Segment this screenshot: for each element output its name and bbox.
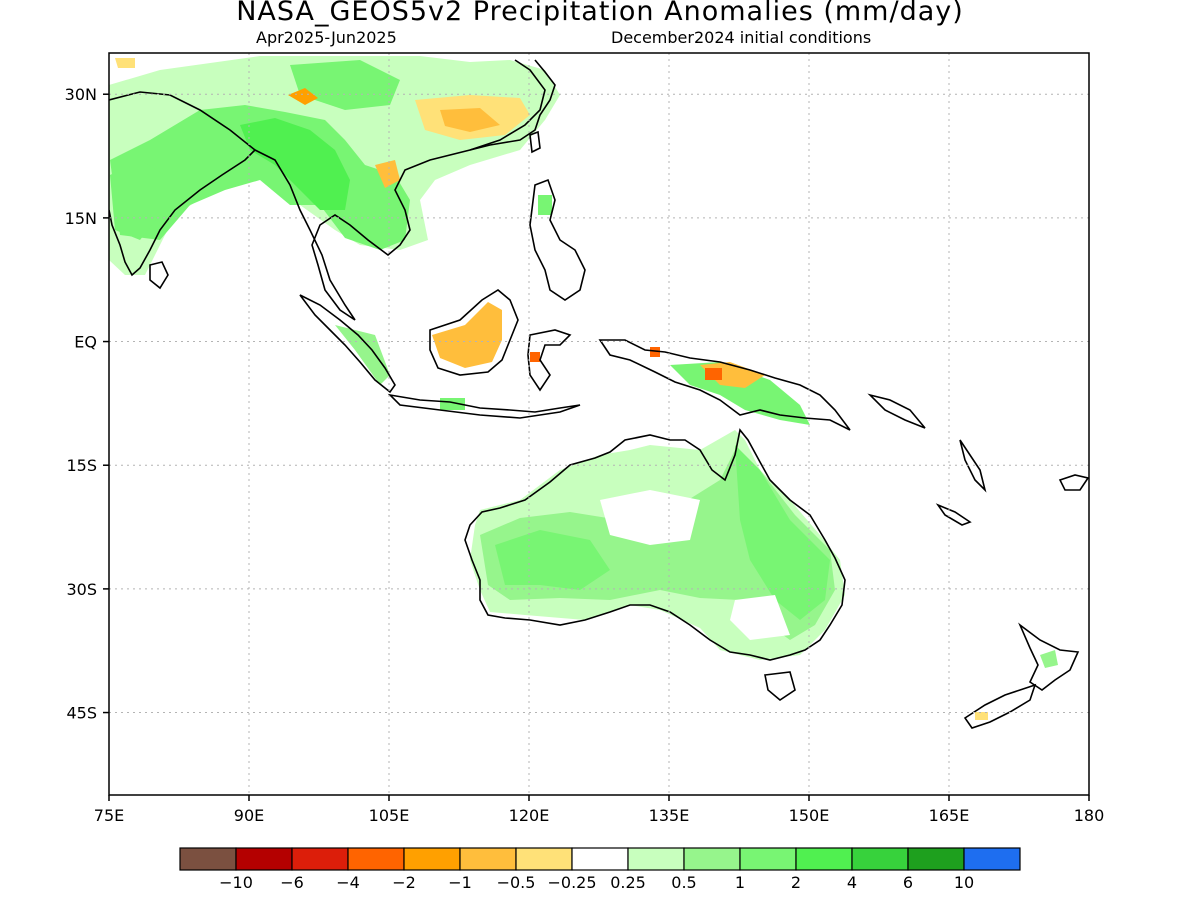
anomaly-australia-dry-patch-2	[730, 595, 790, 640]
nz-north-coast	[1018, 622, 1080, 691]
coastlines	[109, 59, 1089, 729]
graticule	[109, 53, 1089, 795]
axis-ticks	[103, 93, 1090, 801]
india-coast	[109, 91, 257, 277]
lon-tick-label: 120E	[509, 806, 550, 825]
lat-tick-label: 30S	[66, 580, 97, 599]
anomaly-china-dry-core	[440, 108, 500, 132]
lon-tick-label: 75E	[94, 806, 124, 825]
china-coast	[469, 59, 556, 151]
colorbar-label: 6	[903, 873, 913, 892]
lat-tick-label: 15N	[65, 209, 97, 228]
colorbar-label: −0.25	[547, 873, 596, 892]
anomaly-sumatra-green	[335, 325, 390, 385]
colorbar-swatch	[291, 847, 349, 871]
map-frame	[108, 52, 1090, 796]
anomaly-nz-green	[1040, 650, 1058, 668]
anomaly-india-green	[110, 160, 165, 240]
colorbar-swatch	[739, 847, 797, 871]
colorbar-swatch	[459, 847, 517, 871]
anomaly-asia-green	[240, 118, 350, 210]
colorbar-label: −1	[448, 873, 472, 892]
anomaly-bird-head-dry	[650, 347, 660, 357]
java-coast	[387, 393, 581, 419]
colorbar-label: −2	[392, 873, 416, 892]
australia-coast	[464, 428, 846, 661]
colorbar-swatch	[347, 847, 405, 871]
colorbar-label: 0.25	[610, 873, 646, 892]
map-title: NASA_GEOS5v2 Precipitation Anomalies (mm…	[236, 0, 964, 27]
colorbar-swatch	[179, 847, 237, 871]
anomaly-field	[109, 56, 1058, 720]
indochina-coast	[254, 59, 546, 321]
philippines-coast	[529, 178, 586, 301]
anomaly-sulawesi-dry	[530, 352, 540, 362]
colorbar-label: −10	[219, 873, 253, 892]
nz-south-coast	[963, 683, 1037, 729]
lat-tick-label: 15S	[66, 456, 97, 475]
lat-tick-label: 45S	[66, 704, 97, 723]
anomaly-newguinea-dry-core	[705, 368, 722, 380]
anomaly-asia-medium-green	[110, 105, 410, 250]
lon-tick-label: 105E	[369, 806, 410, 825]
anomaly-tibet-green	[290, 60, 400, 110]
colorbar-label: 2	[791, 873, 801, 892]
colorbar-swatch	[235, 847, 293, 871]
colorbar-label: −0.5	[497, 873, 536, 892]
colorbar-swatch	[571, 847, 629, 871]
tasmania-coast	[764, 671, 796, 701]
anomaly-borneo-dry	[432, 302, 502, 368]
colorbar-swatch	[515, 847, 573, 871]
srilanka-coast	[149, 261, 169, 290]
colorbar-label: 4	[847, 873, 857, 892]
newcaledonia-coast	[935, 503, 972, 526]
anomaly-indochina-dry	[375, 160, 400, 188]
fiji-coast	[1058, 474, 1089, 491]
solomons-coast	[867, 393, 926, 429]
newguinea-coast	[598, 339, 851, 431]
colorbar-swatch	[795, 847, 853, 871]
colorbar-swatch	[683, 847, 741, 871]
colorbar-swatch	[851, 847, 909, 871]
colorbar-label: 0.5	[671, 873, 696, 892]
anomaly-nw-dry	[115, 58, 135, 68]
lat-tick-label: EQ	[74, 333, 97, 352]
colorbar-label: 10	[954, 873, 974, 892]
lon-tick-label: 165E	[929, 806, 970, 825]
initial-conditions: December2024 initial conditions	[611, 28, 872, 47]
colorbar-label: −6	[280, 873, 304, 892]
anomaly-tibet-dry	[288, 88, 318, 105]
lon-tick-label: 135E	[649, 806, 690, 825]
colorbar-swatch	[627, 847, 685, 871]
colorbar-swatch	[963, 847, 1021, 871]
anomaly-nz-dry	[975, 712, 988, 720]
lon-tick-label: 90E	[234, 806, 264, 825]
anomaly-australia-dry-patch	[600, 490, 700, 545]
colorbar-swatch	[907, 847, 965, 871]
anomaly-australia-medium-green	[495, 530, 610, 590]
colorbar: −10 −6 −4 −2 −1 −0.5 −0.25 0.25 0.5 1 2 4 6 10	[179, 847, 1021, 892]
lon-tick-label: 150E	[789, 806, 830, 825]
sulawesi-coast	[527, 329, 572, 392]
anomaly-philippines-green	[538, 195, 552, 215]
colorbar-label: −4	[336, 873, 360, 892]
borneo-coast	[429, 289, 519, 376]
anomaly-australia-east-green	[735, 445, 830, 620]
forecast-period: Apr2025-Jun2025	[256, 28, 397, 47]
axis-labels: 75E 90E 105E 120E 135E 150E 165E 180 30N 15N EQ 15S…	[65, 85, 1105, 825]
lat-tick-label: 30N	[65, 85, 97, 104]
vanuatu-coast	[959, 439, 987, 493]
colorbar-swatch	[403, 847, 461, 871]
sumatra-coast	[299, 294, 396, 394]
lon-tick-label: 180	[1074, 806, 1105, 825]
taiwan-coast	[529, 130, 541, 154]
colorbar-label: 1	[735, 873, 745, 892]
